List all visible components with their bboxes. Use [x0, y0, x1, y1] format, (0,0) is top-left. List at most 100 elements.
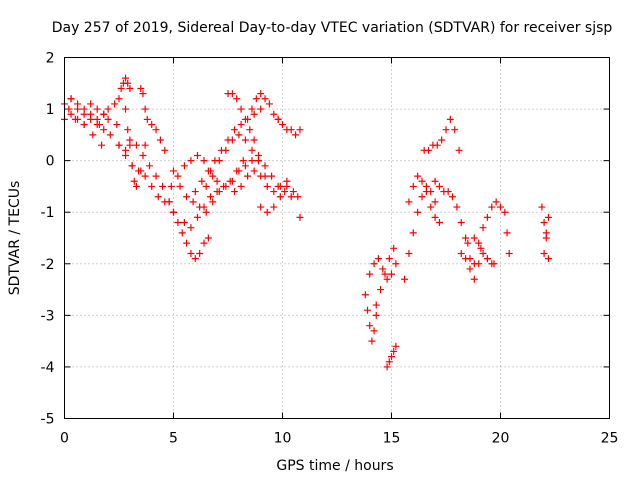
data-point — [268, 172, 276, 180]
data-point — [132, 182, 140, 190]
data-point — [207, 167, 215, 175]
data-point — [202, 208, 210, 216]
data-point — [139, 151, 147, 159]
data-point — [141, 172, 149, 180]
data-point — [246, 126, 254, 134]
data-point — [457, 249, 465, 257]
data-point — [106, 131, 114, 139]
data-point — [122, 151, 130, 159]
data-point — [241, 115, 249, 123]
data-point — [390, 347, 398, 355]
data-point — [132, 141, 140, 149]
data-point — [154, 193, 162, 201]
data-point — [294, 193, 302, 201]
data-point — [388, 353, 395, 361]
data-point — [466, 265, 474, 273]
data-point — [383, 363, 391, 371]
data-point — [390, 244, 398, 252]
data-point — [270, 188, 278, 196]
data-point — [444, 188, 452, 196]
data-point — [435, 219, 443, 227]
data-point — [261, 95, 269, 103]
data-point — [483, 213, 491, 221]
data-point — [479, 249, 487, 257]
data-point — [462, 255, 470, 263]
data-point — [263, 208, 271, 216]
data-point — [200, 157, 208, 165]
data-point — [257, 105, 265, 113]
x-tick-label: 25 — [601, 431, 619, 447]
data-point — [148, 182, 156, 190]
data-point — [470, 275, 478, 283]
data-point — [71, 115, 79, 123]
data-point — [170, 167, 177, 175]
data-point — [263, 182, 271, 190]
data-point — [183, 193, 191, 201]
data-point — [248, 105, 256, 113]
data-point — [200, 239, 208, 247]
data-point — [368, 337, 376, 345]
series-arc-f1 — [401, 182, 439, 283]
data-point — [414, 208, 422, 216]
data-point — [544, 255, 552, 263]
data-point — [455, 146, 463, 154]
y-tick-label: 1 — [46, 102, 55, 118]
data-point — [189, 198, 197, 206]
axis-ticks: 0 5 10 15 20 25 -5 -4 -3 -2 -1 0 1 2 — [41, 51, 619, 447]
data-point — [431, 177, 439, 185]
data-point — [425, 146, 433, 154]
data-point — [174, 172, 182, 180]
series-arc-d3 — [274, 115, 304, 139]
y-tick-label: -3 — [41, 308, 55, 324]
data-point — [100, 126, 108, 134]
data-point — [257, 172, 265, 180]
data-point — [104, 115, 112, 123]
data-point — [276, 193, 284, 201]
x-tick-label: 0 — [60, 431, 69, 447]
data-point — [257, 203, 265, 211]
data-point — [483, 255, 491, 263]
data-point — [74, 100, 82, 108]
series-arc-f2 — [405, 172, 443, 227]
series-arc-e3 — [372, 244, 398, 309]
data-point — [235, 167, 243, 175]
data-point — [193, 151, 201, 159]
data-point — [193, 213, 201, 221]
series-arc-f5 — [462, 249, 496, 283]
series-arc-f6 — [470, 198, 504, 268]
data-point — [67, 95, 75, 103]
data-point — [241, 136, 249, 144]
data-point — [146, 162, 154, 170]
data-points — [61, 74, 552, 371]
data-point — [165, 198, 173, 206]
series-arc-g1 — [501, 208, 513, 257]
data-point — [438, 136, 446, 144]
data-point — [409, 229, 417, 237]
grid — [64, 57, 610, 419]
data-point — [464, 239, 472, 247]
data-point — [281, 188, 289, 196]
series-arc-c3 — [180, 157, 247, 232]
data-point — [209, 198, 217, 206]
data-point — [248, 157, 256, 165]
data-point — [431, 198, 439, 206]
data-point — [442, 126, 450, 134]
x-tick-label: 10 — [274, 431, 292, 447]
data-point — [104, 105, 112, 113]
data-point — [381, 270, 389, 278]
data-point — [492, 198, 500, 206]
data-point — [213, 188, 221, 196]
data-point — [250, 136, 258, 144]
data-point — [542, 229, 550, 237]
data-point — [128, 162, 136, 170]
data-point — [122, 74, 130, 82]
data-point — [100, 110, 108, 118]
series-arc-d5 — [235, 157, 302, 201]
data-point — [462, 234, 470, 242]
data-point — [540, 249, 548, 257]
x-axis-label: GPS time / hours — [276, 458, 393, 474]
data-point — [538, 203, 546, 211]
data-point — [435, 182, 443, 190]
data-point — [231, 188, 239, 196]
series-arc-f4 — [431, 177, 474, 263]
